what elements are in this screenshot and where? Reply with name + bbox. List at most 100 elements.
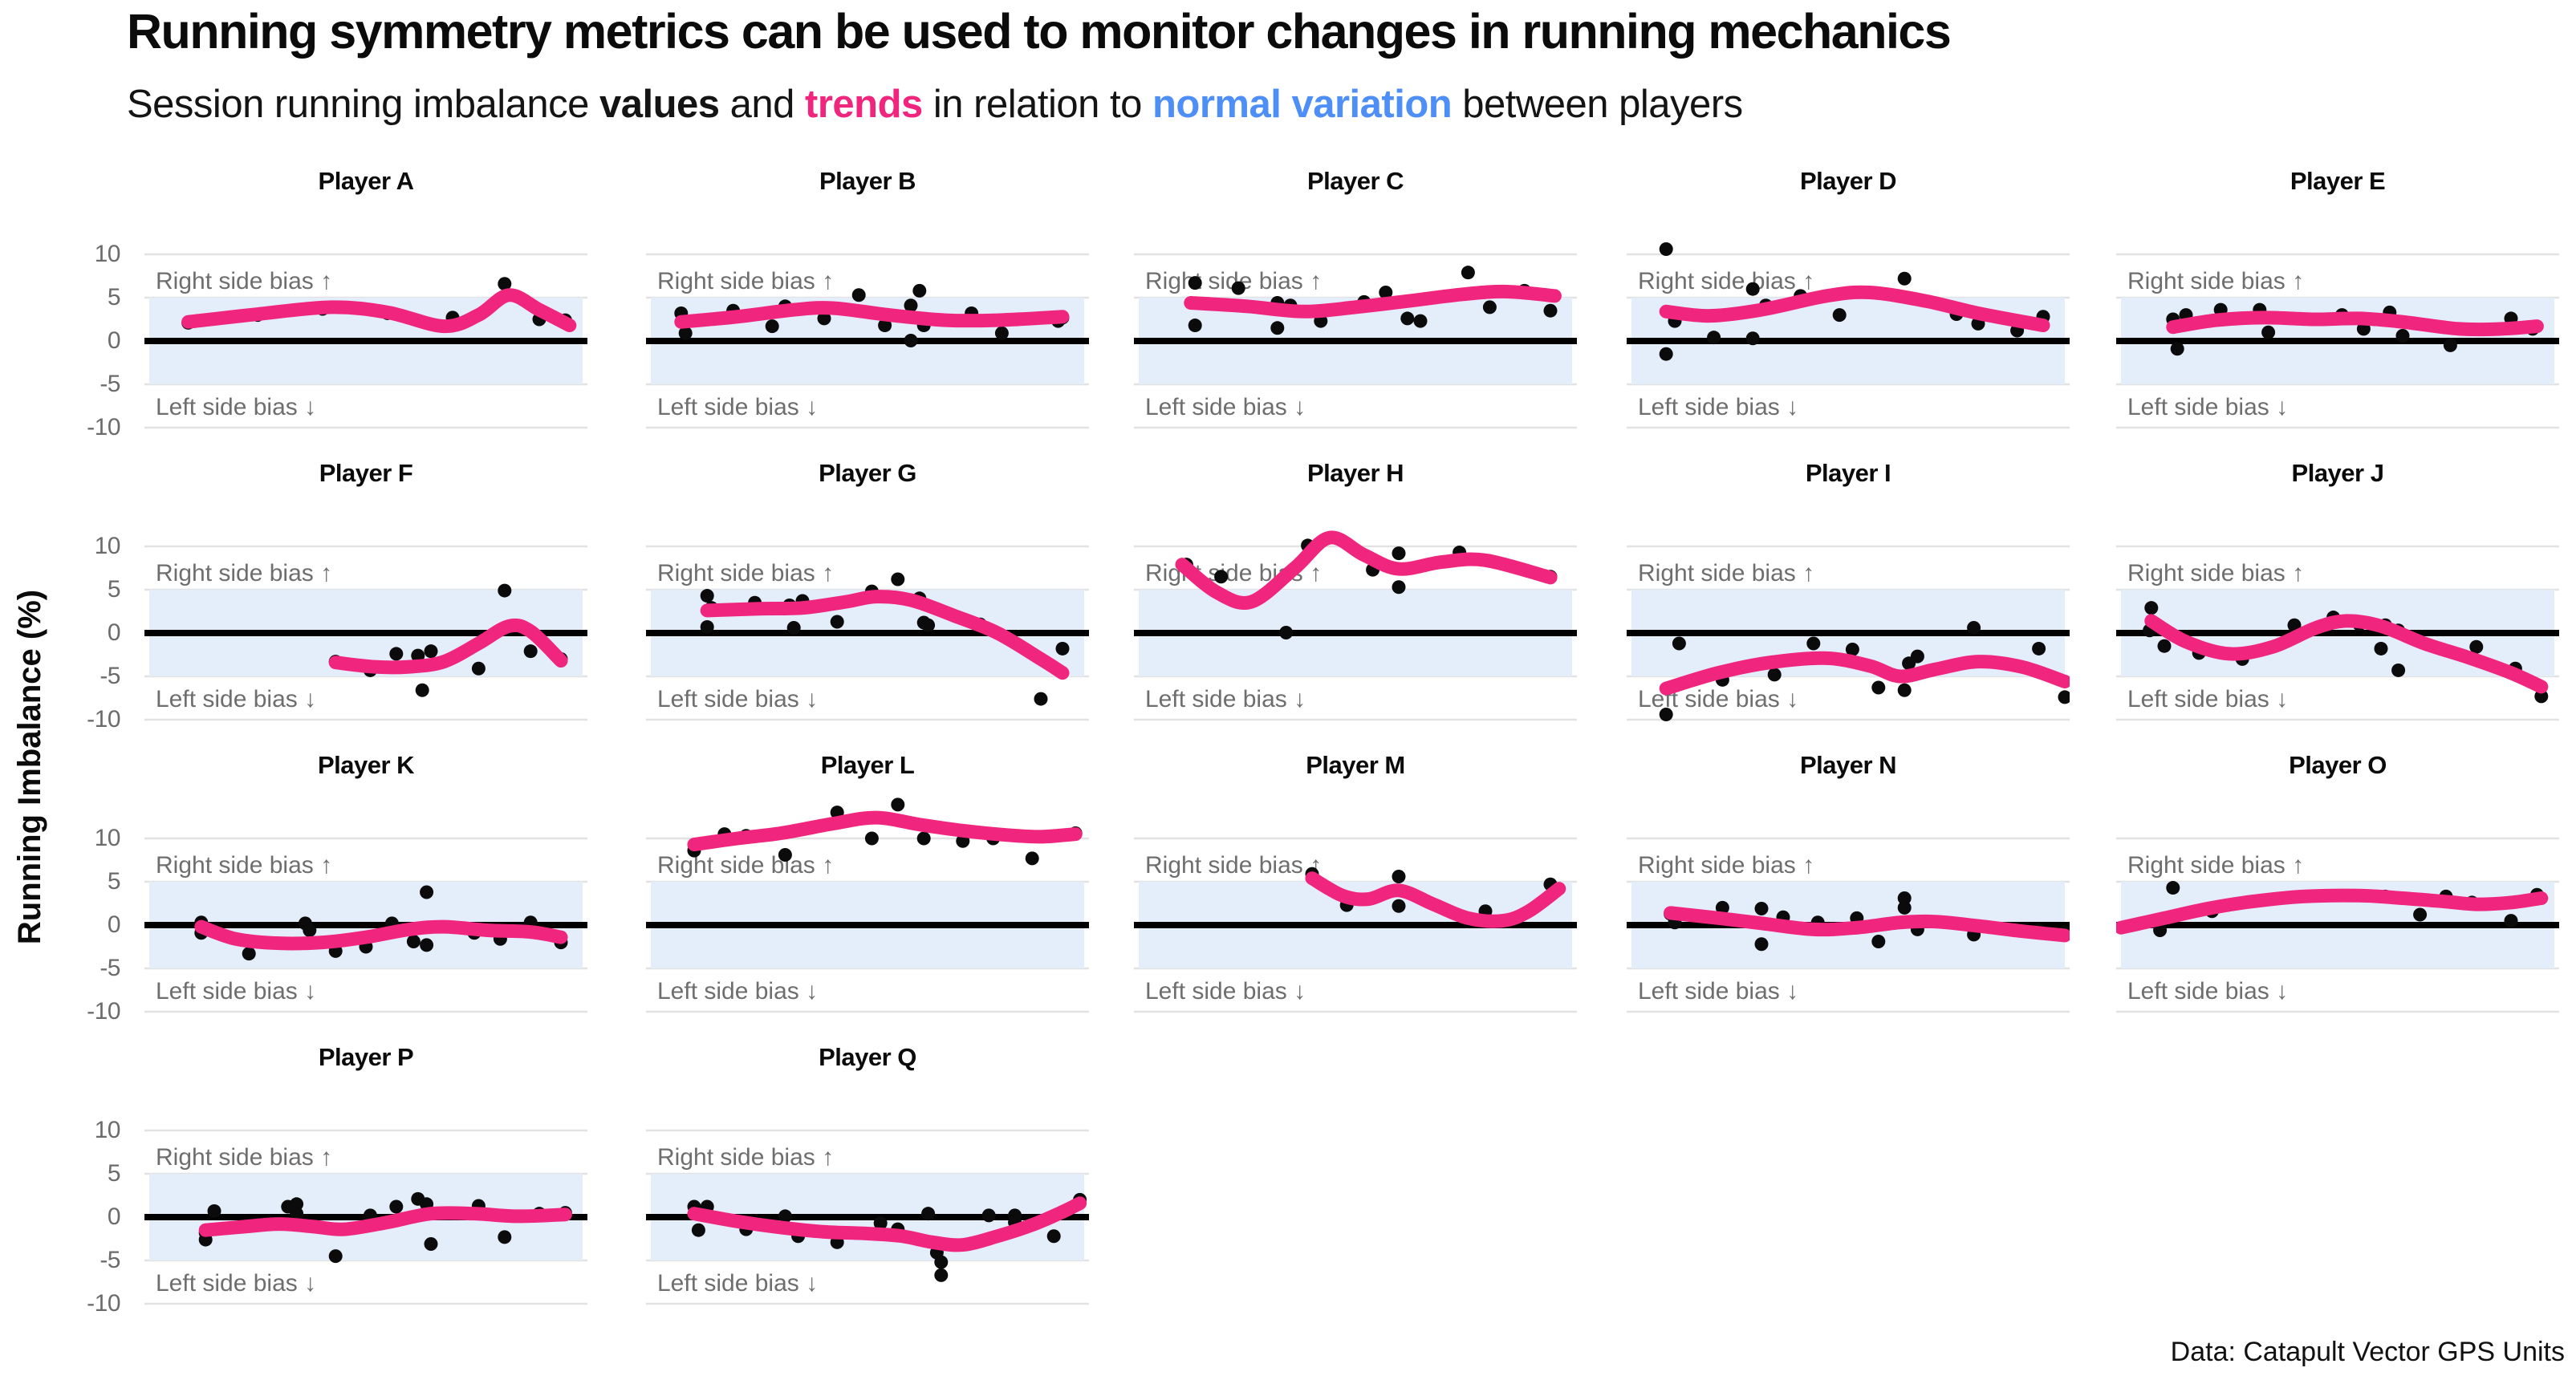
data-point [1482,300,1497,315]
data-point [2157,639,2172,653]
data-point [921,1207,936,1221]
right-bias-label: Right side bias ↑ [156,852,332,879]
left-bias-label: Left side bias ↓ [657,978,818,1005]
right-bias-label: Right side bias ↑ [2127,560,2304,586]
facet-panel-player-q: Player Q Right side bias ↑ Left side bias … [646,1037,1089,1325]
left-bias-label: Left side bias ↓ [156,686,316,712]
trend-line [198,1206,572,1237]
facet-panel-player-a: Player A Right side bias ↑ Left side bias … [144,160,587,449]
trend-line [1659,651,2070,696]
data-point [1897,891,1912,906]
data-point [1392,899,1406,913]
facet-panel-player-d: Player D Right side bias ↑ Left side bias … [1627,160,2070,449]
data-point [912,283,927,298]
data-point [1400,311,1415,326]
facet-title: Player K [317,751,415,779]
y-tick-label: -5 [100,663,120,689]
trend-line [687,1196,1087,1252]
data-point [1897,683,1912,697]
right-bias-label: Right side bias ↑ [657,560,834,586]
data-point [2374,641,2388,655]
left-bias-label: Left side bias ↓ [657,1270,818,1297]
facet-panel-player-n: Player N Right side bias ↑ Left side bias … [1627,745,2070,1033]
data-point [523,644,538,659]
data-point [498,583,512,598]
data-point [1270,321,1285,335]
data-point [830,615,844,629]
data-point [1188,319,1202,333]
left-bias-label: Left side bias ↓ [657,394,818,420]
data-point [1745,331,1760,346]
data-point [916,831,931,846]
facet-title: Player A [318,167,414,195]
facet-panel-player-b: Player B Right side bias ↑ Left side bias … [646,160,1089,449]
facet-title: Player J [2291,459,2384,487]
y-tick-label: 10 [94,1117,121,1143]
data-point [678,326,693,340]
subtitle-part-5: normal variation [1152,83,1453,126]
data-point [921,618,936,632]
trend-line [328,618,568,675]
facet-plot: Right side bias ↑Left side bias ↓ [1134,530,1577,721]
y-tick-label: 10 [94,533,121,559]
data-point [1707,331,1721,345]
y-tick-label: 0 [107,327,121,354]
y-tick-label: 5 [107,576,121,603]
data-point [1046,1229,1061,1244]
data-point [498,1230,512,1244]
facet-title: Player Q [819,1043,916,1071]
data-point [389,1199,404,1214]
data-point [328,1249,343,1264]
data-point [2170,342,2184,356]
trend-line [1305,871,1566,928]
right-bias-label: Right side bias ↑ [1638,852,1814,879]
data-point [2391,663,2406,677]
y-tick-label: 5 [107,1160,121,1187]
data-point [1231,281,1245,295]
facet-panel-player-o: Player O Right side bias ↑ Left side bias … [2116,745,2559,1033]
facet-plot: Right side bias ↑Left side bias ↓ [144,837,587,1013]
y-tick-label: -10 [87,998,120,1025]
data-point [2144,601,2159,615]
right-bias-label: Right side bias ↑ [1145,852,1322,879]
facet-title: Player I [1805,459,1891,487]
facet-panel-player-p: Player P Right side bias ↑ Left side bias … [144,1037,587,1325]
facet-title: Player F [319,459,413,487]
facet-panel-player-m: Player M Right side bias ↑ Left side bias … [1134,745,1577,1033]
subtitle-part-0: Session running imbalance [127,83,599,126]
data-point [1672,636,1686,651]
data-point [904,298,918,313]
right-bias-label: Right side bias ↑ [1638,268,1814,294]
facet-plot: Right side bias ↑Left side bias ↓ [646,545,1089,721]
data-point [994,326,1009,340]
trend-line [687,810,1083,852]
data-source-caption: Data: Catapult Vector GPS Units [2170,1337,2565,1367]
facet-panel-player-c: Player C Right side bias ↑ Left side bias … [1134,160,1577,449]
facet-panel-player-k: Player K Right side bias ↑ Left side bias … [144,745,587,1033]
left-bias-label: Left side bias ↓ [2127,978,2288,1005]
y-tick-label: 5 [107,284,121,310]
facet-panel-player-g: Player G Right side bias ↑ Left side bias … [646,453,1089,741]
facet-title: Player L [820,751,915,779]
data-point [2395,329,2410,343]
right-bias-label: Right side bias ↑ [156,268,332,294]
trend-line [2116,888,2549,935]
y-tick-label: -5 [100,1247,120,1273]
data-point [2166,881,2180,895]
data-point [1461,266,1475,280]
facet-plot: Right side bias ↑Left side bias ↓ [144,545,587,721]
data-point [1897,900,1912,915]
left-bias-label: Left side bias ↓ [1638,394,1798,420]
data-point [290,1207,304,1221]
facet-panel-player-j: Player J Right side bias ↑ Left side bias … [2116,453,2559,741]
data-point [1279,625,1294,639]
facet-panel-player-l: Player L Right side bias ↑ Left side bias … [646,745,1089,1033]
subtitle-part-2: and [719,83,806,126]
data-point [778,848,792,862]
data-point [934,1255,949,1269]
facet-title: Player D [1799,167,1897,195]
facet-plot: Right side bias ↑Left side bias ↓ [144,1129,587,1305]
data-point [1715,900,1729,915]
data-point [1392,546,1406,561]
